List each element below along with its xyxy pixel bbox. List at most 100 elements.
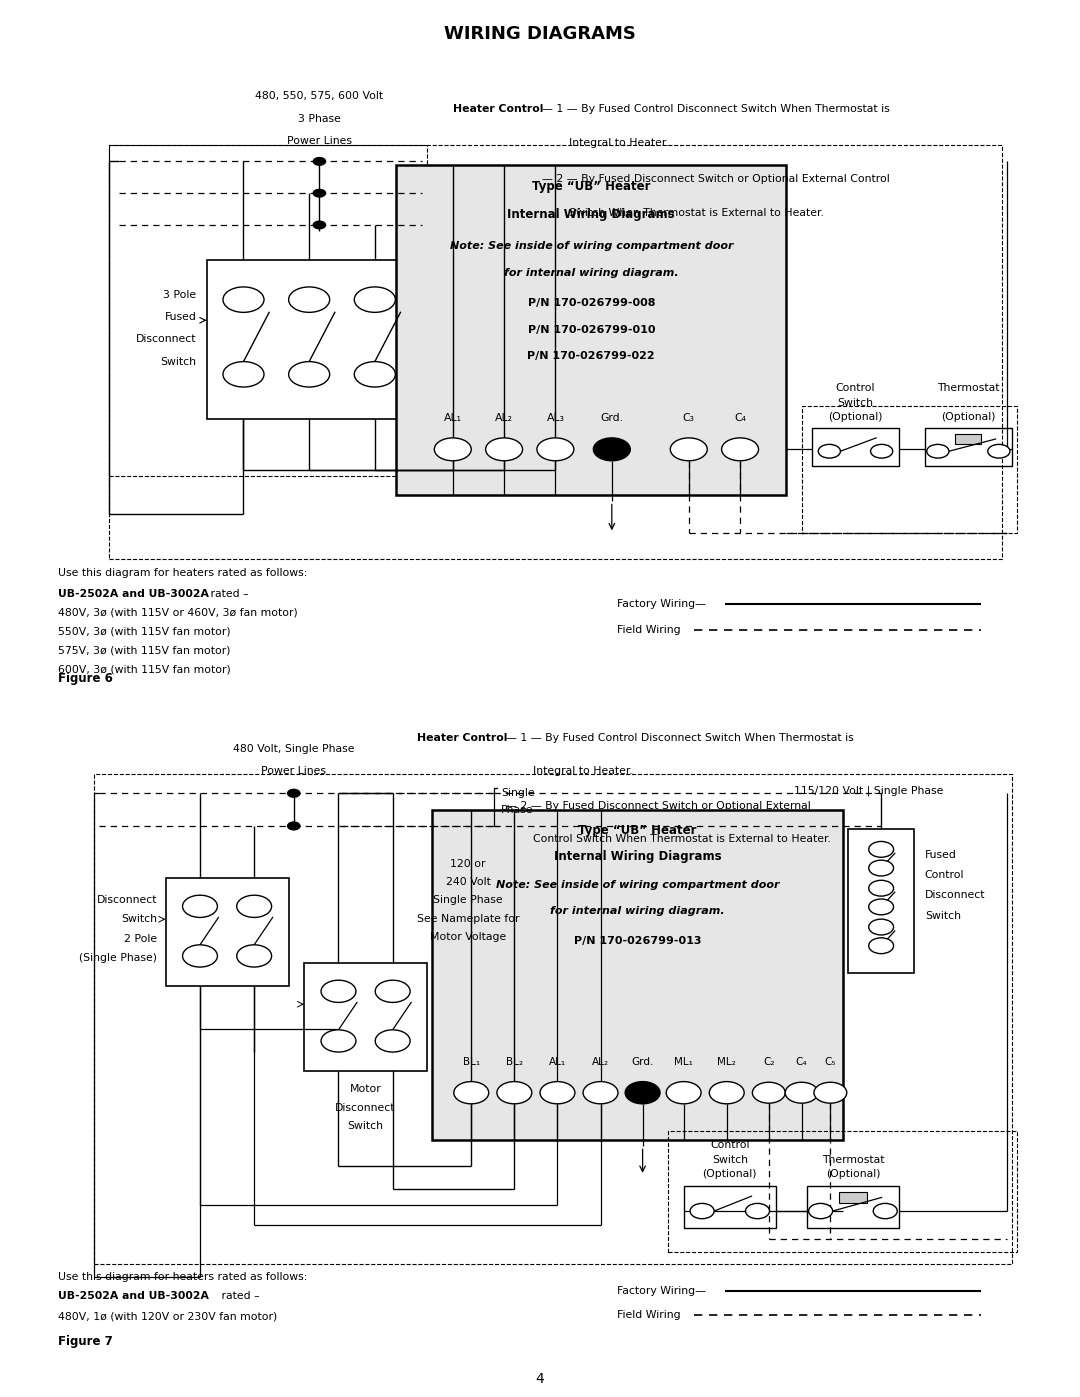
Text: Control: Control <box>924 870 964 880</box>
Circle shape <box>988 444 1010 458</box>
Text: (Optional): (Optional) <box>828 412 882 422</box>
Text: Type “UB” Heater: Type “UB” Heater <box>532 180 650 193</box>
Bar <box>109 145 1002 559</box>
Text: Internal Wiring Diagrams: Internal Wiring Diagrams <box>508 208 675 221</box>
Circle shape <box>690 1203 714 1218</box>
Text: 550V, 3ø (with 115V fan motor): 550V, 3ø (with 115V fan motor) <box>58 627 230 637</box>
Text: Note: See inside of wiring compartment door: Note: See inside of wiring compartment d… <box>496 880 780 890</box>
Circle shape <box>222 286 264 313</box>
Text: for internal wiring diagram.: for internal wiring diagram. <box>550 907 725 916</box>
Bar <box>839 1192 867 1203</box>
Circle shape <box>814 1083 847 1104</box>
Text: — 2 — By Fused Disconnect Switch or Optional External: — 2 — By Fused Disconnect Switch or Opti… <box>507 800 811 812</box>
Text: Single: Single <box>501 788 535 798</box>
Circle shape <box>868 937 893 954</box>
Text: Use this diagram for heaters rated as follows:: Use this diagram for heaters rated as fo… <box>58 569 307 578</box>
Text: AL₂: AL₂ <box>592 1056 609 1066</box>
Circle shape <box>666 1081 701 1104</box>
Text: — 1 — By Fused Control Disconnect Switch When Thermostat is: — 1 — By Fused Control Disconnect Switch… <box>507 733 854 743</box>
Text: 120 or: 120 or <box>450 859 486 869</box>
Text: (Optional): (Optional) <box>703 1169 757 1179</box>
Text: Internal Wiring Diagrams: Internal Wiring Diagrams <box>554 851 721 863</box>
Text: Power Lines: Power Lines <box>287 136 352 145</box>
Bar <box>109 145 428 476</box>
Circle shape <box>809 1203 833 1218</box>
Circle shape <box>819 444 840 458</box>
Text: P/N 170-026799-013: P/N 170-026799-013 <box>573 936 701 946</box>
Circle shape <box>313 221 325 229</box>
Text: Switch: Switch <box>924 911 961 921</box>
Text: Control: Control <box>710 1140 750 1150</box>
Circle shape <box>537 437 573 461</box>
Text: P/N 170-026799-008: P/N 170-026799-008 <box>527 298 656 309</box>
Text: P/N 170-026799-022: P/N 170-026799-022 <box>527 352 656 362</box>
Text: Switch When Thermostat is External to Heater.: Switch When Thermostat is External to He… <box>569 208 824 218</box>
Bar <box>94 774 1012 1264</box>
Text: P/N 170-026799-010: P/N 170-026799-010 <box>527 324 656 335</box>
Text: Switch: Switch <box>348 1120 383 1130</box>
Circle shape <box>321 1030 356 1052</box>
Text: — 1 — By Fused Control Disconnect Switch When Thermostat is: — 1 — By Fused Control Disconnect Switch… <box>542 105 890 115</box>
Text: Disconnect: Disconnect <box>335 1102 396 1112</box>
Text: 480V, 3ø (with 115V or 460V, 3ø fan motor): 480V, 3ø (with 115V or 460V, 3ø fan moto… <box>58 608 297 617</box>
Text: Power Lines: Power Lines <box>261 766 326 775</box>
Text: Figure 6: Figure 6 <box>58 672 112 685</box>
Text: Thermostat: Thermostat <box>937 383 1000 394</box>
Text: for internal wiring diagram.: for internal wiring diagram. <box>504 268 678 278</box>
Circle shape <box>593 437 631 461</box>
Text: 2 Pole: 2 Pole <box>124 933 158 944</box>
Circle shape <box>237 895 271 918</box>
Text: C₄: C₄ <box>734 412 746 423</box>
Circle shape <box>874 1203 897 1218</box>
Circle shape <box>313 190 325 197</box>
Text: Disconnect: Disconnect <box>97 895 158 905</box>
Text: Grd.: Grd. <box>600 412 623 423</box>
Text: Integral to Heater.: Integral to Heater. <box>532 766 633 775</box>
Circle shape <box>927 444 949 458</box>
Circle shape <box>868 880 893 895</box>
Bar <box>396 165 786 495</box>
Text: — 2 — By Fused Disconnect Switch or Optional External Control: — 2 — By Fused Disconnect Switch or Opti… <box>542 175 890 184</box>
Bar <box>165 879 288 986</box>
Circle shape <box>540 1081 575 1104</box>
Circle shape <box>454 1081 489 1104</box>
Text: UB-2502A and UB-3002A: UB-2502A and UB-3002A <box>58 588 208 598</box>
Text: 3 Pole: 3 Pole <box>163 289 197 300</box>
Text: 4: 4 <box>536 1372 544 1386</box>
Text: Switch: Switch <box>712 1155 747 1165</box>
Circle shape <box>868 919 893 935</box>
Circle shape <box>486 437 523 461</box>
Text: WIRING DIAGRAMS: WIRING DIAGRAMS <box>444 25 636 42</box>
Circle shape <box>434 437 471 461</box>
Text: Single Phase: Single Phase <box>433 895 503 905</box>
Circle shape <box>671 437 707 461</box>
Text: Fused: Fused <box>924 851 957 861</box>
Bar <box>848 830 915 974</box>
Text: rated –: rated – <box>218 1291 259 1302</box>
Text: Control Switch When Thermostat is External to Heater.: Control Switch When Thermostat is Extern… <box>532 834 831 844</box>
Circle shape <box>183 944 217 967</box>
Text: C₄: C₄ <box>796 1056 808 1066</box>
Text: AL₂: AL₂ <box>495 412 513 423</box>
Text: 575V, 3ø (with 115V fan motor): 575V, 3ø (with 115V fan motor) <box>58 645 230 655</box>
Circle shape <box>375 1030 410 1052</box>
Text: Heater Control: Heater Control <box>417 733 508 743</box>
Text: Disconnect: Disconnect <box>924 890 985 901</box>
Text: 480V, 1ø (with 120V or 230V fan motor): 480V, 1ø (with 120V or 230V fan motor) <box>58 1310 278 1322</box>
Circle shape <box>313 158 325 165</box>
Text: Field Wiring: Field Wiring <box>617 624 680 634</box>
Circle shape <box>497 1081 531 1104</box>
Circle shape <box>237 944 271 967</box>
Circle shape <box>868 861 893 876</box>
Circle shape <box>868 841 893 858</box>
Text: ML₂: ML₂ <box>717 1056 737 1066</box>
Text: See Nameplate for: See Nameplate for <box>417 914 519 923</box>
Text: Switch: Switch <box>837 398 874 408</box>
Bar <box>807 1186 899 1228</box>
Text: Thermostat: Thermostat <box>822 1155 885 1165</box>
Circle shape <box>710 1081 744 1104</box>
Text: Note: See inside of wiring compartment door: Note: See inside of wiring compartment d… <box>449 240 733 251</box>
Text: Fused: Fused <box>164 312 197 323</box>
Text: 240 Volt: 240 Volt <box>446 877 490 887</box>
Text: Integral to Heater.: Integral to Heater. <box>569 138 669 148</box>
